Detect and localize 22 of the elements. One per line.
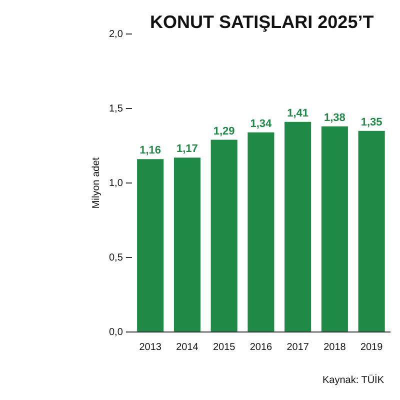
y-tick-label: 2,0 [108,28,124,40]
chart-title: KONUT SATIŞLARI 2025’T [150,12,374,33]
x-tick-label: 2016 [250,342,273,353]
data-label: 1,41 [287,107,309,120]
y-axis-title: Milyon adet [90,157,102,209]
data-label: 1,29 [213,125,235,138]
y-tick-label: 1,0 [108,178,124,189]
data-label: 1,38 [324,112,346,124]
y-tick-label: 0,5 [108,252,124,264]
x-tick-label: 2018 [324,342,346,353]
x-tick-label: 2017 [286,342,310,353]
x-tick-label: 2013 [139,342,162,353]
y-tick-label: 1,5 [108,103,124,114]
text: Kaynak: TÜİK [322,375,384,386]
x-tick-label: 2014 [176,342,199,353]
y-tick-label: 0,0 [108,326,124,338]
x-tick-label: 2019 [360,342,384,353]
data-label: 1,17 [176,143,198,156]
data-label: 1,16 [140,144,162,157]
x-tick-label: 2015 [212,342,236,353]
data-label: 1,35 [360,116,382,128]
data-label: 1,34 [250,118,273,130]
